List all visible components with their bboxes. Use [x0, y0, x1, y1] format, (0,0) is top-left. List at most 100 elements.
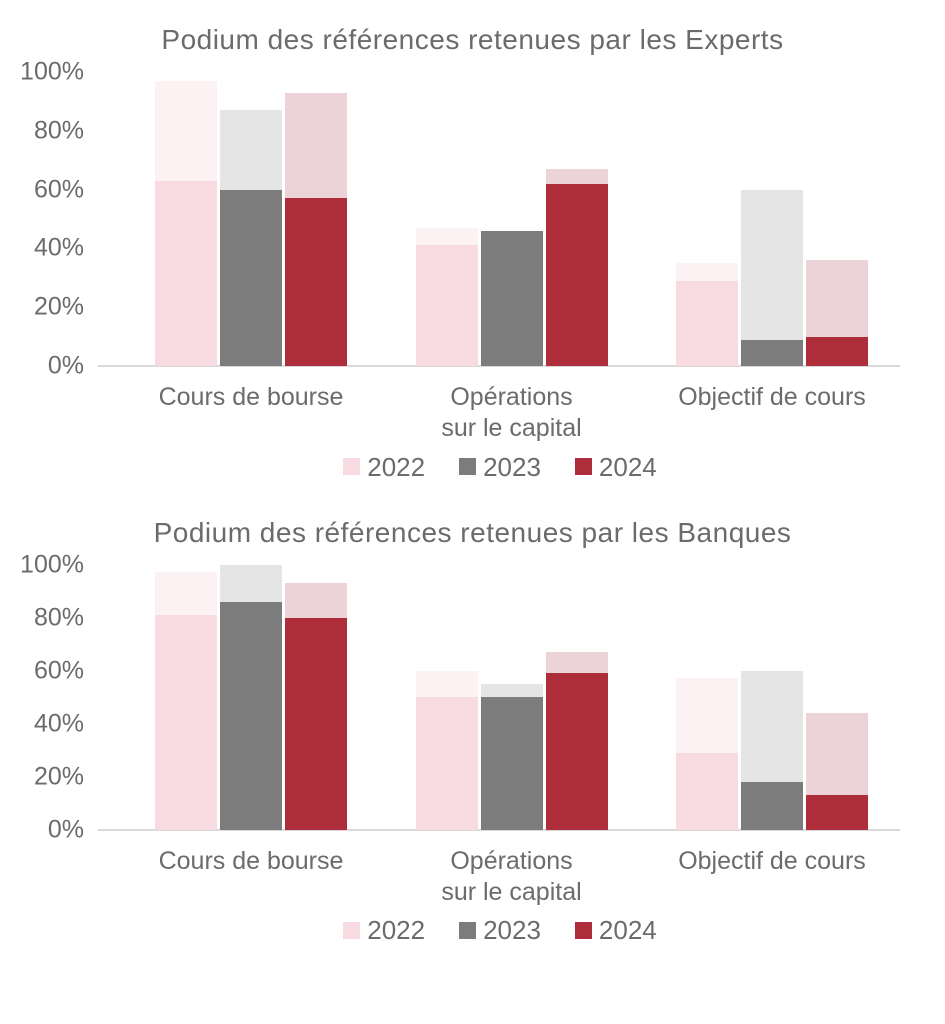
y-tick-label: 20%	[33, 292, 84, 321]
y-tick-label: 20%	[33, 762, 84, 790]
bar-solid-segment	[415, 697, 478, 830]
category-label-line: Opérations	[450, 383, 573, 411]
category-label: Objectif de cours	[667, 382, 877, 445]
bar-solid-segment	[676, 752, 738, 830]
y-tick-label: 40%	[33, 709, 84, 737]
y-tick-label: 80%	[33, 603, 84, 631]
chart-banques: Podium des références retenues par les B…	[0, 517, 945, 947]
legend: 2022 2023 2024	[100, 451, 900, 483]
bar-2024	[545, 565, 608, 830]
chart-title-experts: Podium des références retenues par les E…	[161, 24, 784, 55]
legend-swatch-2023	[459, 458, 477, 475]
bar-solid-segment	[480, 697, 543, 830]
y-tick-label: 60%	[33, 175, 84, 204]
category-label: Opérations sur le capital	[407, 382, 617, 445]
bar-2022	[676, 72, 738, 366]
bar-2022	[676, 565, 738, 830]
bar-2023	[741, 72, 803, 366]
chart-experts: Podium des références retenues par les E…	[0, 24, 945, 483]
x-axis-labels: Cours de bourse Opérations sur le capital O…	[100, 382, 900, 445]
y-tick-label: 40%	[33, 233, 84, 262]
bar-2023	[220, 564, 282, 830]
category-label-line: sur le capital	[441, 414, 582, 443]
legend-item-2022: 2022	[343, 917, 425, 943]
category-label-line: Cours de bourse	[158, 846, 344, 875]
legend: 2022 2023 2024	[100, 914, 900, 946]
legend-swatch-2023	[459, 921, 477, 939]
bar-solid-segment	[480, 230, 543, 366]
bar-solid-segment	[285, 198, 347, 366]
bar-2023	[480, 565, 543, 830]
bar-solid-segment	[676, 280, 738, 366]
bar-2024	[285, 72, 347, 366]
chart-title-banques: Podium des références retenues par les B…	[153, 516, 792, 548]
bar-2024	[806, 72, 868, 366]
legend-label-2022: 2022	[367, 451, 426, 482]
chart-body: 0% 20% 40% 60% 80% 100%	[0, 59, 945, 378]
category-label: Opérations sur le capital	[407, 846, 617, 909]
category-label: Cours de bourse	[146, 382, 356, 445]
bar-group-3	[676, 72, 868, 366]
bar-2022	[415, 565, 478, 830]
bar-solid-segment	[285, 617, 347, 830]
legend-swatch-2022	[343, 921, 361, 939]
legend-item-2024: 2024	[574, 917, 657, 943]
category-label-line: Objectif de cours	[678, 846, 866, 875]
bar-2024	[545, 72, 608, 366]
bar-2022	[415, 72, 478, 366]
bar-solid-segment	[220, 601, 282, 830]
category-label: Cours de bourse	[146, 846, 356, 909]
x-axis-labels: Cours de bourse Opérations sur le capital O…	[100, 846, 900, 909]
y-tick-label: 100%	[20, 57, 84, 86]
category-label-line: Cours de bourse	[158, 383, 344, 411]
bar-solid-segment	[545, 673, 608, 830]
bar-2023	[480, 72, 543, 366]
y-tick-label: 0%	[47, 815, 84, 843]
bar-solid-segment	[806, 336, 868, 366]
bar-2023	[741, 565, 803, 830]
bar-group-2	[415, 72, 608, 366]
y-axis: 0% 20% 40% 60% 80% 100%	[0, 552, 100, 842]
bar-solid-segment	[155, 180, 217, 366]
bar-solid-segment	[741, 339, 803, 366]
y-tick-label: 60%	[33, 656, 84, 684]
legend-item-2022: 2022	[343, 454, 425, 480]
legend-swatch-2024	[574, 458, 592, 475]
y-tick-label: 0%	[47, 351, 84, 380]
legend-item-2023: 2023	[459, 454, 541, 480]
legend-label-2022: 2022	[367, 915, 426, 945]
y-axis: 0% 20% 40% 60% 80% 100%	[0, 59, 100, 378]
bar-group-1	[155, 564, 347, 830]
bar-2022	[155, 72, 217, 366]
y-tick-label: 80%	[33, 116, 84, 145]
bar-solid-segment	[806, 795, 868, 830]
plot-area	[98, 72, 900, 367]
plot-area	[98, 564, 900, 831]
bar-group-1	[155, 72, 347, 366]
x-axis-line	[98, 365, 900, 367]
y-tick-label: 100%	[20, 550, 84, 578]
legend-label-2023: 2023	[483, 451, 541, 482]
bar-solid-segment	[415, 245, 478, 366]
bar-solid-segment	[545, 183, 608, 366]
legend-label-2023: 2023	[483, 915, 541, 945]
bar-group-3	[676, 565, 868, 830]
bar-group-2	[415, 565, 608, 830]
bar-2023	[220, 72, 282, 366]
x-axis-line	[98, 828, 900, 831]
bar-solid-segment	[220, 189, 282, 366]
category-label-line: sur le capital	[441, 877, 582, 906]
bar-solid-segment	[741, 781, 803, 830]
bar-2022	[155, 565, 217, 830]
bar-solid-segment	[155, 614, 217, 830]
bar-2024	[806, 565, 868, 830]
legend-label-2024: 2024	[598, 451, 657, 482]
chart-body: 0% 20% 40% 60% 80% 100%	[0, 552, 945, 842]
legend-swatch-2022	[343, 458, 361, 475]
category-label-line: Opérations	[450, 846, 573, 875]
legend-item-2024: 2024	[574, 451, 657, 482]
category-label: Objectif de cours	[667, 846, 877, 909]
bar-2024	[285, 565, 347, 830]
legend-swatch-2024	[574, 921, 592, 939]
